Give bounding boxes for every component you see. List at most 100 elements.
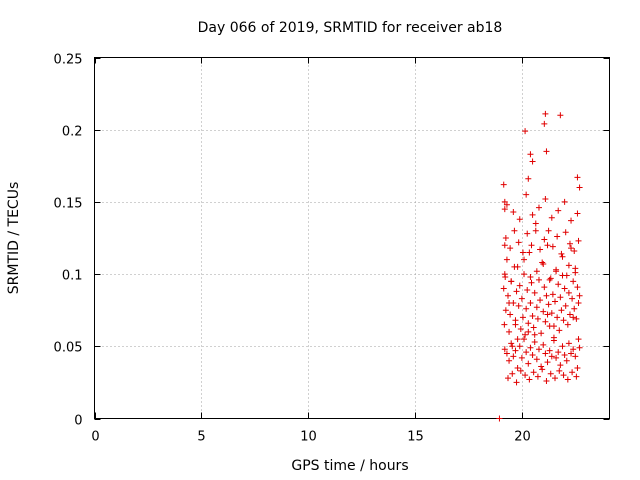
data-point xyxy=(559,253,566,260)
data-point xyxy=(507,311,514,318)
data-point xyxy=(573,315,580,322)
data-point xyxy=(566,311,573,318)
data-point xyxy=(525,360,532,367)
data-point xyxy=(501,242,508,249)
data-point xyxy=(568,245,575,252)
y-tick-label: 0.2 xyxy=(62,125,83,140)
data-point xyxy=(533,356,540,363)
data-point xyxy=(574,364,581,371)
data-point xyxy=(566,240,573,247)
data-point xyxy=(576,292,583,299)
x-tick-label: 15 xyxy=(407,430,424,445)
data-point xyxy=(515,239,522,246)
data-point xyxy=(542,110,549,117)
data-point xyxy=(523,191,530,198)
data-point xyxy=(512,321,519,328)
data-point xyxy=(526,376,533,383)
data-point xyxy=(561,285,568,292)
ticks-layer: 0 5 10 15 20 0 0.05 0.1 0.15 0.2 0.25 xyxy=(54,53,610,445)
data-point xyxy=(501,346,508,353)
data-point xyxy=(540,308,547,315)
data-point xyxy=(568,217,575,224)
data-point xyxy=(519,249,526,256)
data-point xyxy=(575,336,582,343)
data-point xyxy=(513,379,520,386)
data-point xyxy=(548,310,555,317)
data-point xyxy=(522,331,529,338)
data-point xyxy=(544,359,551,366)
data-point xyxy=(527,273,534,280)
data-point xyxy=(508,278,515,285)
data-point xyxy=(565,262,572,269)
data-point xyxy=(528,279,535,286)
y-tick-label: 0.1 xyxy=(62,269,83,284)
data-point xyxy=(543,148,550,155)
data-point xyxy=(515,302,522,309)
data-point xyxy=(554,314,561,321)
data-point xyxy=(504,292,511,299)
data-point xyxy=(553,266,560,273)
data-point xyxy=(562,229,569,236)
data-point xyxy=(521,271,528,278)
data-point xyxy=(529,351,536,358)
data-point xyxy=(534,373,541,380)
data-point xyxy=(535,204,542,211)
data-point xyxy=(541,284,548,291)
grid-layer xyxy=(94,57,610,419)
data-point xyxy=(537,297,544,304)
data-point xyxy=(549,291,556,298)
y-tick-label: 0.15 xyxy=(54,197,83,212)
data-point xyxy=(500,285,507,292)
data-point xyxy=(516,282,523,289)
data-point xyxy=(517,367,524,374)
data-point xyxy=(554,233,561,240)
data-point xyxy=(501,321,508,328)
data-point xyxy=(542,318,549,325)
data-point xyxy=(521,256,528,263)
plot-frame xyxy=(94,57,610,419)
x-axis-label: GPS time / hours xyxy=(291,458,408,474)
data-point xyxy=(537,246,544,253)
data-point xyxy=(540,341,547,348)
data-point xyxy=(496,415,503,422)
data-point xyxy=(544,242,551,249)
data-point xyxy=(534,315,541,322)
y-tick-label: 0.05 xyxy=(54,341,83,356)
data-point xyxy=(570,346,577,353)
data-point xyxy=(547,275,554,282)
data-point xyxy=(575,237,582,244)
data-point xyxy=(538,330,545,337)
data-point xyxy=(533,304,540,311)
data-point xyxy=(516,343,523,350)
data-point xyxy=(542,196,549,203)
data-point xyxy=(529,312,536,319)
data-point xyxy=(521,336,528,343)
data-point xyxy=(544,311,551,318)
data-point xyxy=(507,245,514,252)
data-point xyxy=(558,307,565,314)
data-point xyxy=(539,259,546,266)
x-tick-label: 0 xyxy=(91,430,99,445)
data-point xyxy=(500,181,507,188)
y-tick-label: 0 xyxy=(74,414,82,429)
data-point xyxy=(527,299,534,306)
data-point xyxy=(529,211,536,218)
data-point xyxy=(539,366,546,373)
y-tick-label: 0.25 xyxy=(54,53,83,68)
data-point xyxy=(555,281,562,288)
data-point xyxy=(541,236,548,243)
data-point xyxy=(565,340,572,347)
data-point xyxy=(574,210,581,217)
data-point xyxy=(556,327,563,334)
data-point xyxy=(518,295,525,302)
data-point xyxy=(561,351,568,358)
data-point xyxy=(571,247,578,254)
data-point xyxy=(562,302,569,309)
data-point xyxy=(501,271,508,278)
x-tick-label: 20 xyxy=(514,430,531,445)
data-point xyxy=(538,363,545,370)
data-point xyxy=(506,328,513,335)
data-point xyxy=(506,299,513,306)
data-point xyxy=(532,227,539,234)
